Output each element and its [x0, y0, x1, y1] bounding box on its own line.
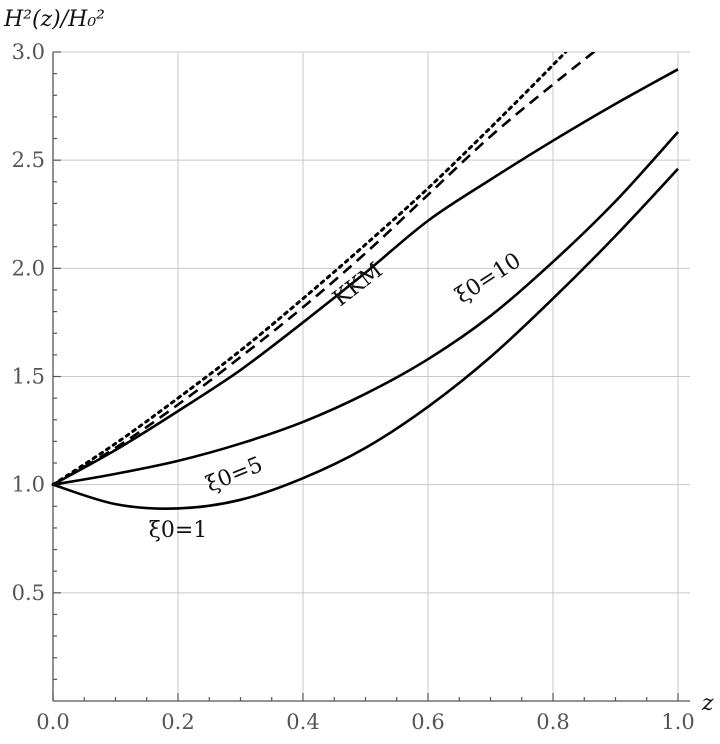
y-axis-title: H²(z)/H₀² — [3, 7, 105, 32]
curve-xi0-10 — [52, 68, 679, 486]
label-xi0-10: ξ0=10 — [451, 248, 525, 308]
x-axis-title: z — [701, 691, 714, 716]
x-tick-label: 0.4 — [286, 710, 319, 734]
x-tick-label: 0.6 — [411, 710, 444, 734]
y-tick-label: 1.5 — [12, 365, 45, 389]
y-tick-label: 2.5 — [12, 148, 45, 172]
curve-xi0-1 — [52, 167, 679, 510]
curve-kkm-dotted — [51, 52, 568, 487]
label-xi0-5: ξ0=5 — [203, 452, 267, 497]
x-tick-label: 0.2 — [161, 710, 194, 734]
curve-xi0-5 — [52, 131, 679, 486]
label-xi0-1: ξ0=1 — [149, 518, 208, 543]
axis-layer: 0.0 0.2 0.4 0.6 0.8 1.0 0.5 1.0 1.5 2.0 2.5 3.0 — [12, 40, 695, 734]
x-tick-label: 0.8 — [536, 710, 569, 734]
curve-layer — [51, 52, 679, 510]
y-tick-label: 2.0 — [12, 256, 45, 280]
y-tick-label: 3.0 — [12, 40, 45, 64]
x-tick-label: 0.0 — [36, 710, 69, 734]
y-tick-label: 0.5 — [12, 581, 45, 605]
x-tick-label: 1.0 — [661, 710, 694, 734]
curve-dashed — [52, 52, 596, 486]
label-kkm: KKM — [328, 258, 387, 312]
grid-layer — [53, 51, 690, 701]
y-tick-label: 1.0 — [12, 473, 45, 497]
label-layer: KKM ξ0=10 ξ0=5 ξ0=1 — [149, 248, 526, 543]
